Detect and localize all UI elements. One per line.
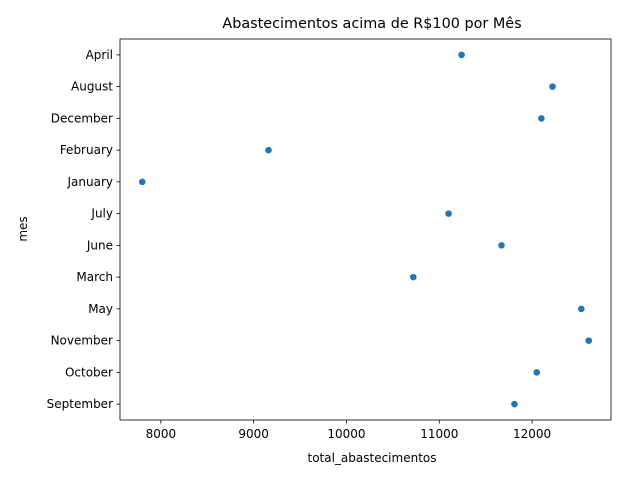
y-tick-label: January [67,175,114,189]
y-tick-label: October [65,365,113,379]
data-points [138,50,593,409]
data-point-november [584,336,593,345]
y-tick-label: May [88,302,113,316]
x-axis-ticks: 8000 9000 10000 11000 12000 [146,420,551,441]
plot-border [119,38,612,421]
chart-title: Abastecimentos acima de R$100 por Mês [222,16,521,32]
y-tick-label: April [86,48,113,62]
x-tick-label: 11000 [420,427,458,441]
y-tick-label: March [76,270,113,284]
x-tick-label: 12000 [513,427,551,441]
data-point-october [532,368,541,377]
y-tick-label: August [71,80,113,94]
data-point-april [457,50,466,59]
data-point-december [537,114,546,123]
data-point-may [577,304,586,313]
y-axis-ticks: April August December February January July Ju… [47,48,120,411]
x-tick-label: 10000 [327,427,365,441]
y-tick-label: September [47,397,113,411]
y-axis-label: mes [16,216,30,241]
data-point-august [548,82,557,91]
data-point-september [510,400,519,409]
y-tick-label: June [86,238,113,252]
data-point-june [497,241,506,250]
y-tick-label: December [51,111,113,125]
data-point-january [138,177,147,186]
y-tick-label: February [60,143,113,157]
y-tick-label: November [51,334,113,348]
x-tick-label: 9000 [238,427,269,441]
y-tick-label: July [90,207,113,221]
plot-frame [119,38,612,421]
x-tick-label: 8000 [146,427,177,441]
x-axis-label: total_abastecimentos [307,451,436,465]
data-point-march [409,273,418,282]
data-point-july [444,209,453,218]
data-point-february [264,146,273,155]
